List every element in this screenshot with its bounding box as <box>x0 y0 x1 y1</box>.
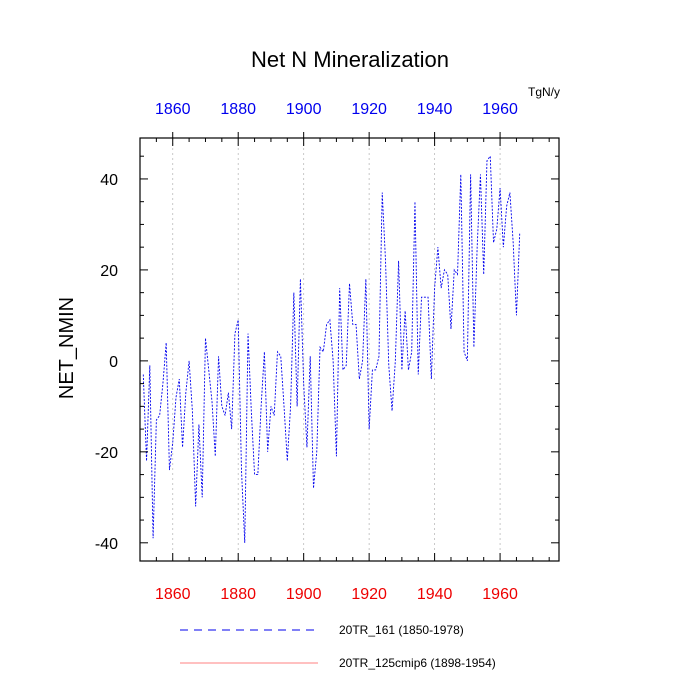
x-tick-label-top: 1880 <box>220 101 256 118</box>
chart-title: Net N Mineralization <box>251 47 449 72</box>
y-tick-label: 40 <box>100 172 118 189</box>
y-tick-label: 20 <box>100 263 118 280</box>
units-label: TgN/y <box>528 85 560 99</box>
y-tick-label: 0 <box>109 354 118 371</box>
series-line-0 <box>142 154 521 543</box>
x-tick-label-top: 1860 <box>155 101 191 118</box>
grid-lines <box>172 138 501 561</box>
y-axis-labels: -40 -20 0 20 40 <box>95 172 118 553</box>
x-tick-label-top: 1960 <box>482 101 518 118</box>
series-lines <box>142 154 521 543</box>
x-tick-label-bottom: 1880 <box>220 586 256 603</box>
y-tick-label: -20 <box>95 445 118 462</box>
x-tick-label-top: 1920 <box>351 101 387 118</box>
x-axis-top-labels: 1860 1880 1900 1920 1940 1960 <box>155 101 518 118</box>
x-tick-label-bottom: 1960 <box>482 586 518 603</box>
x-tick-label-top: 1940 <box>417 101 453 118</box>
x-axis-bottom-labels: 1860 1880 1900 1920 1940 1960 <box>155 586 518 603</box>
x-tick-label-bottom: 1860 <box>155 586 191 603</box>
legend: 20TR_161 (1850-1978) 20TR_125cmip6 (1898… <box>180 623 496 670</box>
x-tick-label-bottom: 1920 <box>351 586 387 603</box>
x-tick-label-bottom: 1940 <box>417 586 453 603</box>
legend-label-20tr-125cmip6: 20TR_125cmip6 (1898-1954) <box>339 656 496 670</box>
plot-frame <box>139 137 560 562</box>
legend-label-20tr-161: 20TR_161 (1850-1978) <box>339 623 464 637</box>
y-tick-label: -40 <box>95 536 118 553</box>
x-tick-label-bottom: 1900 <box>286 586 322 603</box>
axis-ticks <box>139 132 559 561</box>
y-axis-label: NET_NMIN <box>56 297 78 399</box>
x-tick-label-top: 1900 <box>286 101 322 118</box>
